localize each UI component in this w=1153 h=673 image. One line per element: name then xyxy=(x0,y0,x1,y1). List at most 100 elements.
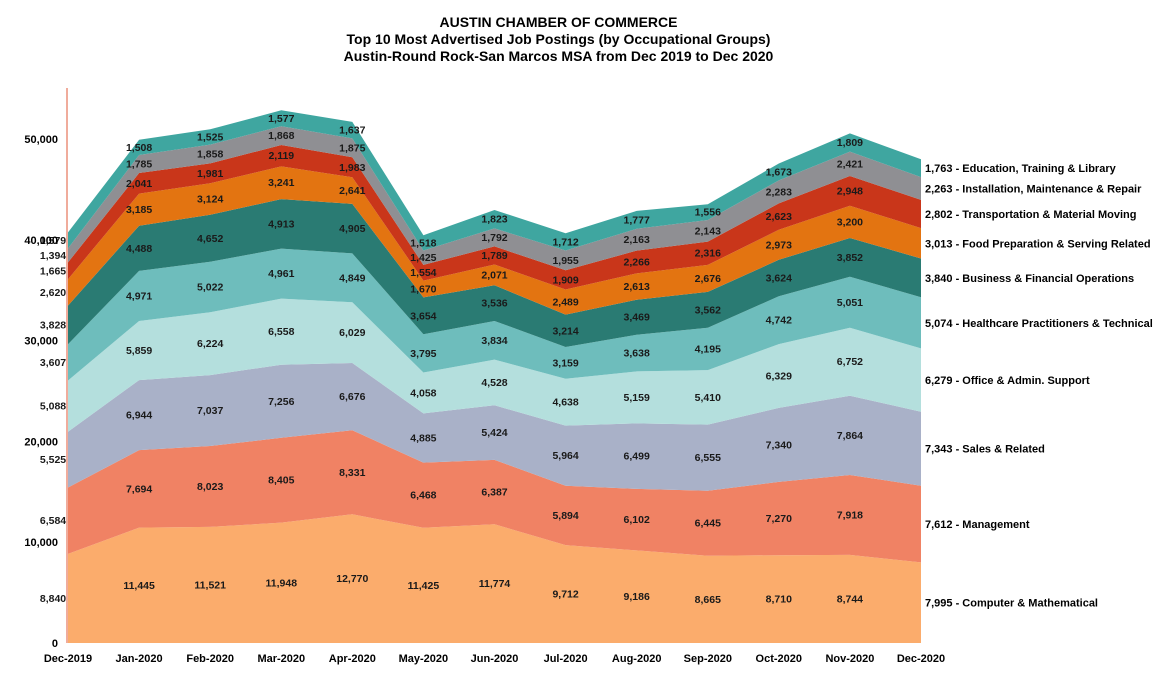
value-label: 1,875 xyxy=(339,142,365,154)
value-label: 3,214 xyxy=(552,325,578,337)
end-label: 3,840 - Business & Financial Operations xyxy=(925,273,1134,285)
end-labels-group: 7,995 - Computer & Mathematical 7,612 - M… xyxy=(925,163,1153,610)
y-tick-label: 20,000 xyxy=(24,436,58,448)
value-label: 6,468 xyxy=(410,490,436,502)
value-label: 1,983 xyxy=(339,162,365,174)
value-label: 5,894 xyxy=(552,510,578,522)
value-label: 3,241 xyxy=(268,177,294,189)
value-label: 2,948 xyxy=(837,185,863,197)
x-tick-label: May-2020 xyxy=(399,653,449,665)
value-label: 3,638 xyxy=(624,348,650,360)
value-label: 2,071 xyxy=(481,269,507,281)
value-label: 6,584 xyxy=(40,515,66,527)
value-label: 1,792 xyxy=(481,232,507,244)
value-label: 1,809 xyxy=(837,137,863,149)
value-label: 1,670 xyxy=(410,284,436,296)
end-label: 6,279 - Office & Admin. Support xyxy=(925,375,1090,387)
area-office-admin-support xyxy=(68,298,921,432)
value-label: 4,849 xyxy=(339,272,365,284)
value-label: 6,102 xyxy=(624,514,650,526)
value-label: 8,023 xyxy=(197,481,223,493)
value-label: 2,041 xyxy=(126,178,152,190)
value-label: 1,785 xyxy=(126,159,152,171)
value-label: 7,340 xyxy=(766,439,792,451)
y-tick-label: 50,000 xyxy=(24,134,58,146)
value-label: 1,425 xyxy=(410,252,436,264)
value-label: 5,859 xyxy=(126,345,152,357)
end-label: 1,763 - Education, Training & Library xyxy=(925,163,1117,175)
x-tick-label: Sep-2020 xyxy=(684,653,732,665)
x-tick-label: Jun-2020 xyxy=(471,653,519,665)
value-label: 8,840 xyxy=(40,593,66,605)
value-label: 1,673 xyxy=(766,167,792,179)
value-label: 5,964 xyxy=(552,450,578,462)
value-label: 4,195 xyxy=(695,343,721,355)
x-tick-label: Nov-2020 xyxy=(825,653,874,665)
value-label: 4,652 xyxy=(197,233,223,245)
end-label: 7,995 - Computer & Mathematical xyxy=(925,598,1098,610)
value-label: 1,981 xyxy=(197,168,223,180)
area-computer-mathematical xyxy=(68,514,921,643)
value-label: 1,777 xyxy=(624,214,650,226)
value-label: 3,562 xyxy=(695,304,721,316)
y-axis-ticks: 0 10,000 20,000 30,000 40,000 50,000 xyxy=(24,134,58,650)
value-label: 3,200 xyxy=(837,216,863,228)
value-label: 2,143 xyxy=(695,225,721,237)
value-label: 11,425 xyxy=(408,580,440,592)
value-label: 4,638 xyxy=(552,397,578,409)
value-label: 3,607 xyxy=(40,357,66,369)
value-label: 3,834 xyxy=(481,335,507,347)
x-tick-label: Oct-2020 xyxy=(756,653,802,665)
value-label: 7,256 xyxy=(268,396,294,408)
value-label: 1,665 xyxy=(40,265,66,277)
value-label: 6,555 xyxy=(695,452,721,464)
value-label: 4,885 xyxy=(410,433,436,445)
value-label: 8,331 xyxy=(339,467,365,479)
end-label: 2,802 - Transportation & Material Moving xyxy=(925,209,1137,221)
value-label: 5,022 xyxy=(197,282,223,294)
value-label: 4,913 xyxy=(268,218,294,230)
area-food-preparation-serving-related xyxy=(68,166,921,315)
y-tick-label: 30,000 xyxy=(24,336,58,348)
value-label: 1,858 xyxy=(197,149,223,161)
value-label: 8,744 xyxy=(837,593,863,605)
value-label: 1,394 xyxy=(40,250,66,262)
value-label: 4,058 xyxy=(410,387,436,399)
value-label: 5,088 xyxy=(40,401,66,413)
value-label: 1,577 xyxy=(268,113,294,125)
area-transportation-material-moving xyxy=(68,145,921,290)
value-labels-group: 8,840 11,445 11,521 11,948 12,770 11,425 11,77… xyxy=(40,113,863,606)
y-tick-label: 10,000 xyxy=(24,537,58,549)
value-label: 7,864 xyxy=(837,430,863,442)
value-label: 9,186 xyxy=(624,591,650,603)
value-label: 3,795 xyxy=(410,348,436,360)
value-label: 7,270 xyxy=(766,513,792,525)
area-education-training-library xyxy=(68,110,921,251)
value-label: 5,525 xyxy=(40,454,66,466)
value-label: 4,742 xyxy=(766,315,792,327)
value-label: 2,316 xyxy=(695,248,721,260)
chart-title-block: AUSTIN CHAMBER OF COMMERCE Top 10 Most A… xyxy=(0,14,1153,65)
value-label: 2,623 xyxy=(766,211,792,223)
chart-subtitle-2: Austin-Round Rock-San Marcos MSA from De… xyxy=(343,48,774,64)
value-label: 3,159 xyxy=(552,357,578,369)
value-label: 11,948 xyxy=(266,577,298,589)
value-label: 7,918 xyxy=(837,510,863,522)
value-label: 2,119 xyxy=(268,150,294,162)
value-label: 2,283 xyxy=(766,186,792,198)
x-tick-label: Jan-2020 xyxy=(116,653,163,665)
value-label: 2,641 xyxy=(339,185,365,197)
x-tick-label: Aug-2020 xyxy=(612,653,662,665)
value-label: 6,499 xyxy=(624,451,650,463)
value-label: 3,852 xyxy=(837,252,863,264)
value-label: 1,637 xyxy=(339,125,365,137)
area-business-financial-operations xyxy=(68,199,921,347)
x-tick-label: Dec-2020 xyxy=(897,653,945,665)
area-sales-related xyxy=(68,363,921,491)
end-label: 3,013 - Food Preparation & Serving Relat… xyxy=(925,238,1151,250)
value-label: 3,828 xyxy=(40,319,66,331)
value-label: 1,823 xyxy=(481,214,507,226)
value-label: 2,620 xyxy=(40,287,66,299)
value-label: 1,789 xyxy=(481,250,507,262)
